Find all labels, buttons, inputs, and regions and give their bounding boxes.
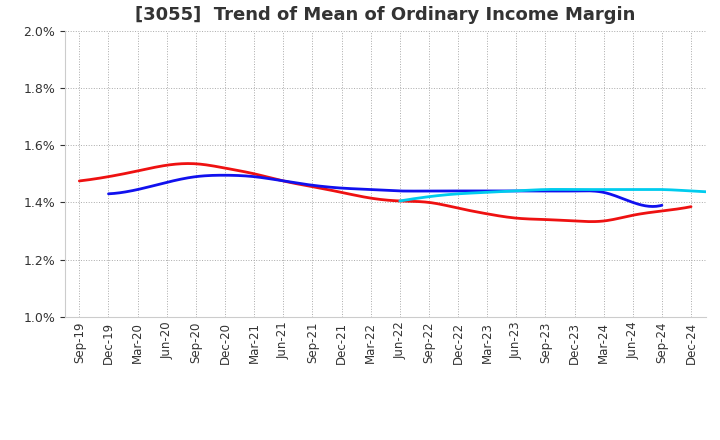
Title: [3055]  Trend of Mean of Ordinary Income Margin: [3055] Trend of Mean of Ordinary Income … bbox=[135, 6, 635, 24]
Legend: 3 Years, 5 Years, 7 Years, 10 Years: 3 Years, 5 Years, 7 Years, 10 Years bbox=[188, 436, 582, 440]
